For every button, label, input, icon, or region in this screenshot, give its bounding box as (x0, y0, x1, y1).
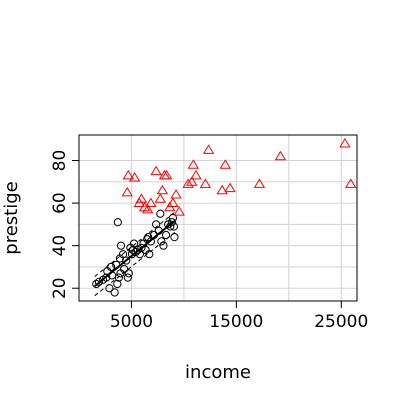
data-point-circle (156, 209, 165, 218)
x-axis-title: income (185, 362, 251, 383)
data-point-circle (169, 222, 179, 231)
data-point-circle (114, 273, 123, 282)
data-point-circle (168, 213, 177, 223)
data-point-circle (122, 256, 131, 265)
grid-lines (79, 135, 357, 301)
data-point-triangle (253, 178, 266, 188)
data-point-circle (124, 269, 133, 278)
x-tick-label: 5000 (110, 312, 153, 332)
y-tick-label: 20 (50, 277, 70, 299)
data-point-circle (116, 241, 126, 250)
data-point-circle (128, 245, 138, 255)
data-point-circle (120, 264, 129, 274)
data-point-circle (170, 233, 179, 242)
data-point-triangle (121, 186, 133, 197)
data-point-triangle (154, 193, 167, 203)
data-point-circle (113, 279, 122, 289)
data-point-circle (112, 260, 121, 269)
data-point-triangle (274, 150, 287, 161)
data-point-triangle (135, 193, 148, 203)
data-point-triangle (173, 206, 185, 216)
data-point-triangle (344, 178, 357, 188)
data-point-triangle (182, 178, 194, 188)
data-point-triangle (190, 169, 202, 180)
data-point-circle (149, 230, 159, 240)
data-point-triangle (122, 169, 135, 180)
y-axis: 20 40 60 80 (50, 150, 79, 299)
data-point-circle (106, 262, 116, 272)
data-point-circle (144, 233, 153, 242)
data-point-circle (159, 241, 168, 250)
band-upper-line (94, 211, 176, 277)
y-axis-title: prestige (1, 181, 22, 254)
data-point-triangle (167, 197, 179, 208)
data-point-triangle (156, 184, 169, 195)
data-point-triangle (160, 169, 173, 180)
data-point-triangle (219, 159, 232, 169)
data-point-circle (167, 218, 176, 227)
data-point-triangle (187, 159, 200, 169)
data-point-circle (137, 243, 146, 252)
data-point-triangle (170, 189, 182, 199)
data-point-circle (154, 226, 163, 235)
data-point-circle (166, 222, 175, 231)
data-point-circle (105, 284, 114, 293)
y-tick-label: 80 (50, 150, 70, 172)
x-axis: 5000 15000 25000 (110, 301, 368, 332)
data-point-triangle (150, 165, 162, 176)
data-point-circle (102, 273, 111, 282)
data-point-circle (110, 288, 119, 297)
data-point-triangle (199, 178, 212, 188)
data-point-triangle (224, 182, 236, 193)
data-point-circle (123, 273, 132, 282)
data-point-triangle (142, 203, 154, 214)
data-point-circle (135, 250, 144, 259)
data-point-circle (113, 218, 122, 227)
data-point-circle (146, 237, 155, 246)
data-point-circle (92, 279, 101, 289)
data-point-triangle (216, 184, 228, 195)
data-point-circle (161, 230, 171, 240)
data-point-circle (118, 250, 128, 259)
plot-frame (78, 134, 358, 302)
data-point-triangle (145, 197, 157, 208)
y-tick-label: 40 (50, 235, 70, 257)
data-point-triangle (202, 144, 215, 154)
data-point-triangle (128, 171, 141, 182)
x-tick-label: 25000 (314, 312, 368, 332)
y-tick-label: 60 (50, 192, 70, 214)
data-point-triangle (339, 137, 351, 148)
data-point-circle (131, 247, 140, 257)
data-point-circle (145, 250, 154, 259)
data-point-triangle (186, 176, 198, 186)
data-points (92, 137, 357, 297)
data-point-circle (129, 239, 139, 248)
x-tick-label: 15000 (209, 312, 263, 332)
data-point-circle (94, 277, 104, 286)
data-point-circle (157, 237, 166, 246)
